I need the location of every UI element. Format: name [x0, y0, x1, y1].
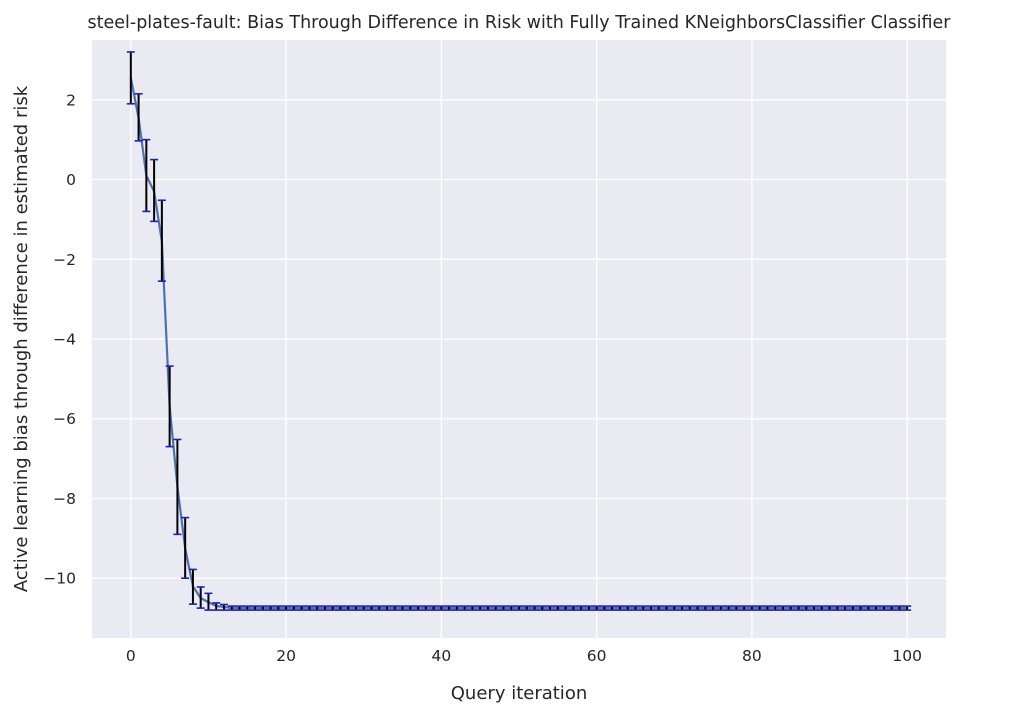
x-tick-label: 60: [587, 647, 607, 665]
grid: [92, 40, 946, 638]
series-group: [126, 51, 912, 611]
y-tick-label: −6: [53, 410, 76, 428]
x-tick-label: 100: [892, 647, 922, 665]
x-tick-label: 0: [126, 647, 136, 665]
y-axis-label: Active learning bias through difference …: [11, 85, 32, 592]
y-tick-label: −4: [53, 331, 76, 349]
x-tick-label: 80: [742, 647, 762, 665]
x-axis-label: Query iteration: [451, 683, 587, 704]
y-tick-label: −8: [53, 490, 76, 508]
y-tick-label: −2: [53, 251, 76, 269]
y-tick-label: 2: [66, 91, 76, 109]
x-tick-label: 40: [431, 647, 451, 665]
y-tick-label: 0: [66, 171, 76, 189]
y-tick-label: −10: [43, 570, 76, 588]
x-tick-label: 20: [276, 647, 296, 665]
chart-title: steel-plates-fault: Bias Through Differe…: [88, 13, 952, 33]
